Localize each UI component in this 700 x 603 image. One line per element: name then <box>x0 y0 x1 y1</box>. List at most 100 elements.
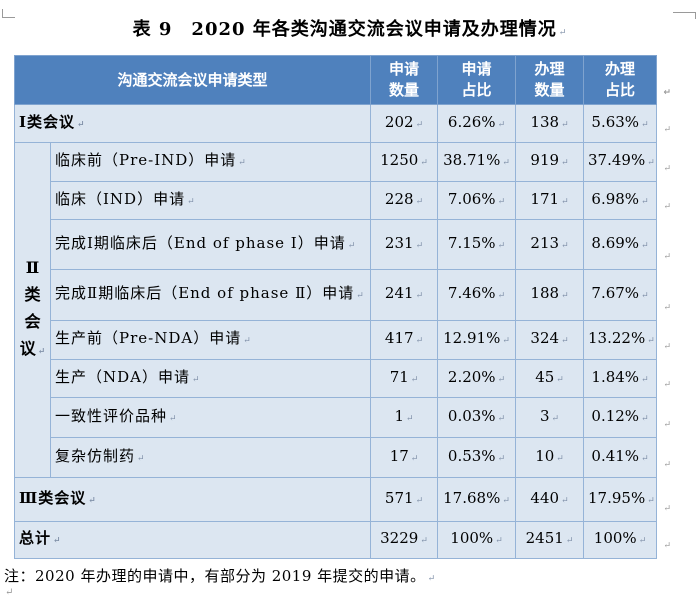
paragraph-mark: ↵ <box>5 587 14 598</box>
paragraph-mark: ↵ <box>495 536 503 546</box>
group-label: Ⅱ类会议 ↵ <box>14 142 51 478</box>
data-table: 沟通交流会议申请类型 申请 数量 申请 占比 办理 数量 办理 占比 ↵ Ⅰ类会议… <box>13 55 671 559</box>
cell-value: 3 ↵ <box>515 397 585 438</box>
cell-value: 13.22% ↵ ↵ <box>583 320 671 360</box>
paragraph-mark: ↵ <box>641 453 649 464</box>
table-row: 完成Ⅰ期临床后（End of phase Ⅰ）申请 ↵ 231 ↵ 7.15% ↵ 2… <box>15 219 671 270</box>
paragraph-mark: ↵ <box>647 495 655 506</box>
paragraph-mark: ↵ <box>497 453 506 464</box>
cell-value: 1250 ↵ <box>370 142 439 182</box>
cell-value: 188 ↵ <box>515 269 585 321</box>
paragraph-mark: ↵ <box>406 413 414 424</box>
paragraph-mark: ↵ <box>641 119 649 130</box>
cell-value: 5.63% ↵ ↵ <box>583 104 671 143</box>
row-label: 总计 ↵ <box>13 521 372 559</box>
paragraph-mark: ↵ <box>556 374 564 385</box>
cell-value: 38.71% ↵ <box>437 142 517 182</box>
cell-value: 241 ↵ <box>370 269 439 321</box>
paragraph-mark: ↵ <box>420 158 428 168</box>
cell-value: 8.69% ↵ ↵ <box>583 219 671 270</box>
paragraph-mark: ↵ <box>502 495 510 506</box>
paragraph-mark: ↵ <box>169 413 178 424</box>
table-row: Ⅱ类会议 ↵ 临床前（Pre-IND）申请 ↵ 1250 ↵ 38.71% ↵ 919 ↵… <box>14 142 671 478</box>
paragraph-mark: ↵ <box>88 495 97 506</box>
paragraph-mark: ↵ <box>243 336 252 346</box>
header-type: 沟通交流会议申请类型 <box>13 55 372 105</box>
paragraph-mark: ↵ <box>663 164 672 174</box>
cell-value: 6.98% ↵ ↵ <box>583 181 671 220</box>
cell-value: 100% ↵ <box>437 521 517 559</box>
paragraph-mark: ↵ <box>663 460 672 470</box>
table-row: 完成Ⅱ期临床后（End of phase Ⅱ）申请 ↵ 241 ↵ 7.46% ↵ 1… <box>15 269 671 321</box>
cell-value: 6.26% ↵ <box>437 104 517 143</box>
cell-value: 7.67% ↵ ↵ <box>583 269 671 321</box>
paragraph-mark: ↵ <box>647 336 655 346</box>
row-label: 临床前（Pre-IND）申请 ↵ <box>49 142 372 182</box>
table-row: 总计 ↵ 3229 ↵ 100% ↵ 2451 ↵ 100% ↵ ↵ <box>13 521 671 559</box>
cell-value: 12.91% ↵ <box>437 320 517 360</box>
cell-value: 231 ↵ <box>370 219 439 270</box>
cell-value: 919 ↵ <box>515 142 585 182</box>
paragraph-mark: ↵ <box>192 374 201 385</box>
paragraph-mark: ↵ <box>77 119 86 130</box>
table-row: Ⅰ类会议 ↵ 202 ↵ 6.26% ↵ 138 ↵ 5.63% ↵ ↵ <box>13 104 671 143</box>
paragraph-mark: ↵ <box>647 158 655 168</box>
header-apply-count: 申请 数量 <box>370 55 439 105</box>
paragraph-mark: ↵ <box>561 495 569 506</box>
header-apply-share: 申请 占比 <box>437 55 517 105</box>
text-boundary-corner-mark <box>2 9 15 18</box>
paragraph-mark: ↵ <box>410 453 419 464</box>
table-title-text: 表 9 2020 年各类沟通交流会议申请及办理情况 <box>132 19 557 40</box>
paragraph-mark: ↵ <box>663 87 672 97</box>
paragraph-mark: ↵ <box>420 536 428 546</box>
row-label: 一致性评价品种 ↵ <box>49 397 372 438</box>
paragraph-mark: ↵ <box>561 158 569 168</box>
paragraph-mark: ↵ <box>641 374 649 385</box>
paragraph-mark: ↵ <box>415 495 424 506</box>
text-boundary-corner-mark <box>673 12 696 19</box>
footnote: 注：2020 年办理的申请中，有部分为 2019 年提交的申请。 ↵ <box>4 567 436 585</box>
paragraph-mark: ↵ <box>37 347 46 357</box>
paragraph-mark: ↵ <box>415 336 424 346</box>
cell-value: 2451 ↵ <box>515 521 585 559</box>
paragraph-mark: ↵ <box>663 125 672 135</box>
row-label: 生产前（Pre-NDA）申请 ↵ <box>49 320 372 360</box>
table-row: 生产前（Pre-NDA）申请 ↵ 417 ↵ 12.91% ↵ 324 ↵ 13.22%… <box>15 320 671 360</box>
paragraph-mark: ↵ <box>638 536 647 546</box>
paragraph-mark: ↵ <box>137 453 146 464</box>
paragraph-mark: ↵ <box>561 196 569 207</box>
paragraph-mark: ↵ <box>663 202 672 212</box>
row-label: Ⅰ类会议 ↵ <box>13 104 372 143</box>
table-row: 一致性评价品种 ↵ 1 ↵ 0.03% ↵ 3 ↵ 0.12% ↵ ↵ <box>15 397 671 438</box>
table-row: 复杂仿制药 ↵ 17 ↵ 0.53% ↵ 10 ↵ 0.41% ↵ ↵ <box>15 437 671 478</box>
cell-value: 0.03% ↵ <box>437 397 517 438</box>
cell-value: 213 ↵ <box>515 219 585 270</box>
paragraph-mark: ↵ <box>565 536 574 546</box>
cell-value: 1.84% ↵ ↵ <box>583 359 671 398</box>
paragraph-mark: ↵ <box>663 252 672 262</box>
paragraph-mark: ↵ <box>497 374 506 385</box>
paragraph-mark: ↵ <box>641 413 649 424</box>
paragraph-mark: ↵ <box>502 158 510 168</box>
row-label: 临床（IND）申请 ↵ <box>49 181 372 220</box>
paragraph-mark: ↵ <box>561 240 569 251</box>
row-label: 完成Ⅰ期临床后（End of phase Ⅰ）申请 ↵ <box>49 219 372 270</box>
paragraph-mark: ↵ <box>415 291 424 301</box>
header-row: 沟通交流会议申请类型 申请 数量 申请 占比 办理 数量 办理 占比 ↵ <box>13 55 671 105</box>
paragraph-mark: ↵ <box>497 291 506 301</box>
cell-value: 17.95% ↵ ↵ <box>583 477 671 522</box>
paragraph-mark: ↵ <box>53 536 62 546</box>
cell-value: 7.15% ↵ <box>437 219 517 270</box>
paragraph-mark: ↵ <box>561 119 569 130</box>
cell-value: 0.41% ↵ ↵ <box>583 437 671 478</box>
cell-value: 2.20% ↵ <box>437 359 517 398</box>
paragraph-mark: ↵ <box>427 574 436 584</box>
cell-value: 3229 ↵ <box>370 521 439 559</box>
paragraph-mark: ↵ <box>187 196 196 207</box>
paragraph-mark: ↵ <box>663 303 672 313</box>
table-row: 临床（IND）申请 ↵ 228 ↵ 7.06% ↵ 171 ↵ 6.98% ↵ ↵ <box>15 181 671 220</box>
row-label: 生产（NDA）申请 ↵ <box>49 359 372 398</box>
paragraph-mark: ↵ <box>415 196 424 207</box>
paragraph-mark: ↵ <box>551 413 560 424</box>
